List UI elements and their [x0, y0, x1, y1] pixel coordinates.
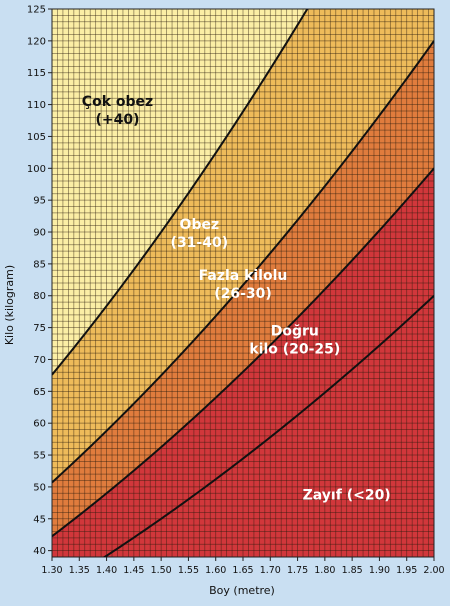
region-label: Çok obez (+40): [82, 94, 153, 128]
y-axis-label: Kilo (kilogram): [3, 265, 16, 345]
region-label-line: kilo (20-25): [249, 341, 340, 357]
x-tick-label: 1.45: [123, 565, 144, 576]
x-axis-ticks: 1.30 1.35 1.40 1.45 1.50 1.55 1.60 1.65 1.70 1.75…: [41, 557, 445, 576]
region-label: Doğru kilo (20-25): [249, 323, 340, 357]
region-label-line: Obez: [180, 217, 220, 233]
x-tick-label: 1.70: [260, 565, 281, 576]
x-tick-label: 1.30: [41, 565, 62, 576]
y-tick-label: 55: [33, 451, 46, 462]
y-tick-label: 70: [33, 355, 46, 366]
y-axis-ticks: 40 45 50 55 60 65 70 75 80 85 90 95 100 105 110 115 120 1…: [27, 5, 52, 557]
x-tick-label: 1.80: [314, 565, 335, 576]
bmi-boundary-lines: [52, 9, 434, 557]
x-tick-label: 2.00: [423, 565, 444, 576]
region-label: Obez (31-40): [171, 217, 229, 251]
x-tick-label: 1.40: [96, 565, 117, 576]
x-axis-label: Boy (metre): [209, 584, 275, 597]
y-tick-label: 105: [27, 132, 46, 143]
y-tick-label: 90: [33, 228, 46, 239]
y-tick-label: 95: [33, 196, 46, 207]
y-tick-label: 45: [33, 514, 46, 525]
region-label-line: Fazla kilolu: [199, 268, 288, 284]
region-label-line: (26-30): [214, 286, 272, 302]
x-tick-label: 1.75: [287, 565, 308, 576]
y-tick-label: 50: [33, 482, 46, 493]
x-tick-label: 1.35: [69, 565, 90, 576]
region-label: Fazla kilolu (26-30): [199, 268, 288, 302]
region-label-line: Zayıf (<20): [303, 488, 391, 504]
bmi-20-boundary-line: [102, 295, 434, 557]
region-label-line: Çok obez: [82, 94, 153, 110]
x-tick-label: 1.60: [205, 565, 226, 576]
region-label-line: Doğru: [271, 323, 319, 339]
y-tick-label: 60: [33, 419, 46, 430]
x-tick-label: 1.90: [369, 565, 390, 576]
bmi-40-boundary-line: [52, 9, 309, 376]
y-tick-label: 110: [27, 100, 46, 111]
y-tick-label: 40: [33, 546, 46, 557]
y-tick-label: 80: [33, 291, 46, 302]
x-tick-label: 1.95: [396, 565, 417, 576]
bmi-30-boundary-line: [52, 40, 434, 484]
y-tick-label: 75: [33, 323, 46, 334]
y-tick-label: 65: [33, 387, 46, 398]
bmi-25-boundary-line: [52, 167, 434, 538]
x-tick-label: 1.55: [178, 565, 199, 576]
x-tick-label: 1.85: [342, 565, 363, 576]
y-tick-label: 100: [27, 164, 46, 175]
region-label-line: (31-40): [171, 235, 229, 251]
x-tick-label: 1.65: [232, 565, 253, 576]
region-label: Zayıf (<20): [303, 488, 391, 504]
y-tick-label: 85: [33, 259, 46, 270]
y-tick-label: 115: [27, 68, 46, 79]
x-tick-label: 1.50: [151, 565, 172, 576]
region-label-line: (+40): [95, 112, 139, 128]
region-labels: Zayıf (<20) Doğru kilo (20-25) Fazla kilolu…: [82, 94, 391, 504]
y-tick-label: 120: [27, 36, 46, 47]
y-tick-label: 125: [27, 5, 46, 16]
